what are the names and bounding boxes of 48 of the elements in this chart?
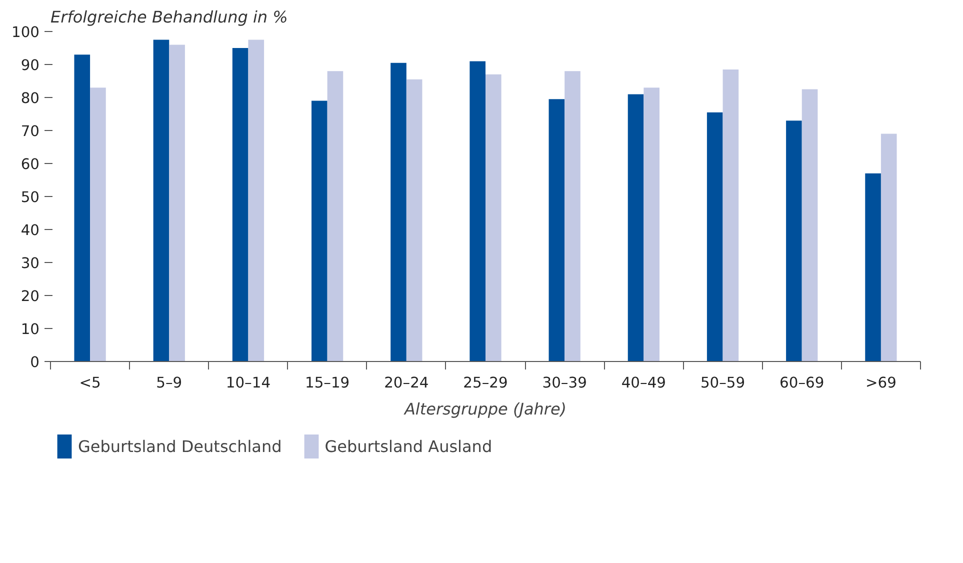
bar	[786, 120, 802, 362]
y-tick-label: 70	[20, 123, 40, 140]
y-tick-label: 80	[20, 90, 40, 107]
x-tick-label: 30–39	[542, 374, 587, 392]
bar	[644, 88, 660, 362]
x-tick-label: 10–14	[226, 374, 271, 392]
bar	[706, 112, 723, 362]
bar	[327, 71, 344, 362]
y-tick-label: 60	[20, 156, 40, 173]
x-tick-label: <5	[79, 374, 101, 392]
y-tick-label: 20	[20, 288, 40, 305]
y-tick-label: 10	[20, 321, 40, 338]
bar	[486, 74, 502, 362]
y-tick-label: 0	[30, 354, 40, 371]
bar	[312, 100, 328, 362]
bar	[406, 79, 422, 362]
x-tick-label: 20–24	[384, 374, 429, 392]
x-axis-title: Altersgruppe (Jahre)	[403, 400, 567, 418]
x-tick-label: 60–69	[780, 374, 824, 392]
legend-label: Geburtsland Ausland	[324, 436, 492, 456]
legend-label: Geburtsland Deutschland	[78, 436, 282, 456]
bar	[470, 61, 486, 362]
bar	[169, 44, 185, 362]
bar	[802, 89, 818, 362]
bar	[564, 71, 580, 362]
y-tick-label: 40	[20, 222, 40, 239]
bar	[153, 40, 170, 362]
x-tick-label: 5–9	[156, 374, 182, 392]
bar	[248, 40, 264, 362]
y-tick-label: 90	[20, 57, 40, 74]
y-axis-title: Erfolgreiche Behandlung in %	[50, 8, 288, 26]
bar	[865, 173, 881, 362]
x-tick-label: >69	[865, 374, 896, 392]
bar	[628, 94, 644, 362]
y-tick-label: 50	[20, 189, 40, 206]
bar	[390, 62, 406, 362]
bar	[232, 48, 248, 362]
bar	[74, 54, 90, 362]
bar	[90, 88, 106, 362]
x-tick-label: 25–29	[463, 374, 508, 392]
bar	[880, 134, 897, 362]
y-tick-label: 30	[20, 255, 40, 272]
x-tick-label: 15–19	[305, 374, 350, 392]
bar	[548, 99, 565, 362]
x-tick-label: 40–49	[621, 374, 666, 392]
y-tick-label: 100	[12, 24, 40, 41]
bar	[722, 69, 739, 362]
x-tick-label: 50–59	[700, 374, 746, 392]
